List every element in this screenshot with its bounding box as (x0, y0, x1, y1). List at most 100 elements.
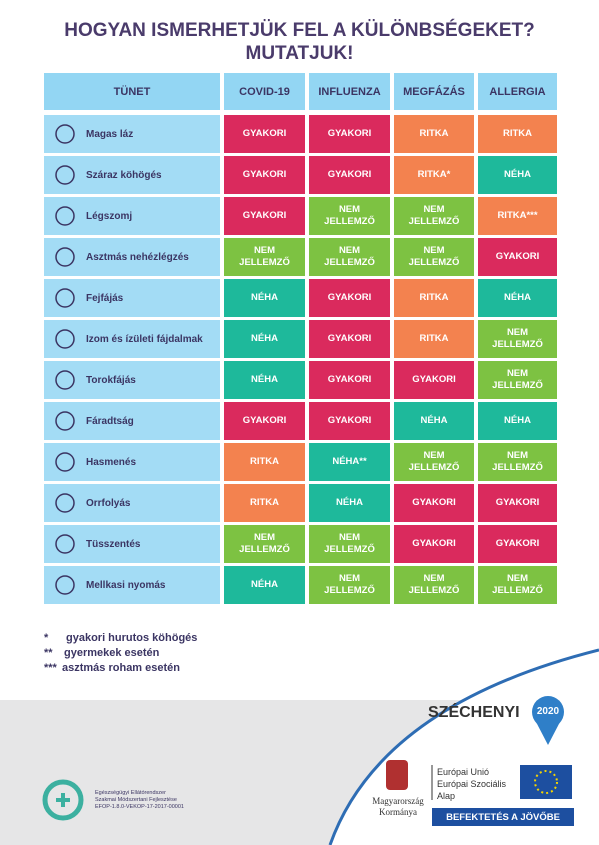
frequency-cell: NEM JELLEMZŐ (394, 238, 474, 276)
frequency-cell: GYAKORI (309, 279, 390, 317)
footnote-text: gyakori hurutos köhögés (66, 632, 198, 644)
symptom-icon (55, 206, 75, 226)
frequency-cell: NÉHA (478, 279, 557, 317)
frequency-cell: NÉHA (478, 156, 557, 194)
frequency-cell: GYAKORI (394, 525, 474, 563)
frequency-cell: GYAKORI (309, 115, 390, 153)
footnote-text: gyermekek esetén (64, 647, 160, 659)
symptom-label: Fáradtság (86, 415, 134, 427)
frequency-cell: GYAKORI (478, 484, 557, 522)
footnote-mark: *** (44, 662, 57, 674)
symptom-cell: Száraz köhögés (44, 156, 220, 194)
symptom-cell: Torokfájás (44, 361, 220, 399)
eu-line: Európai Szociális (437, 779, 507, 789)
frequency-cell: NEM JELLEMZŐ (224, 525, 305, 563)
symptom-icon (55, 329, 75, 349)
symptom-label: Tüsszentés (86, 538, 141, 550)
gov-text: Magyarország (372, 796, 424, 806)
slogan: BEFEKTETÉS A JÖVŐBE (446, 812, 560, 823)
frequency-cell: GYAKORI (224, 156, 305, 194)
project-name: Egészségügyi Ellátórendszer (95, 790, 166, 796)
symptom-label: Száraz köhögés (86, 169, 162, 181)
frequency-cell: GYAKORI (224, 115, 305, 153)
frequency-cell: NÉHA (394, 402, 474, 440)
symptom-label: Orrfolyás (86, 497, 131, 509)
gov-text: Kormánya (379, 807, 417, 817)
frequency-cell: NÉHA** (309, 443, 390, 481)
frequency-cell: GYAKORI (478, 525, 557, 563)
project-name: Szakmai Módszertani Fejlesztése (95, 797, 177, 803)
symptom-label: Asztmás nehézlégzés (86, 251, 189, 263)
frequency-cell: RITKA (394, 320, 474, 358)
symptom-cell: Asztmás nehézlégzés (44, 238, 220, 276)
eu-text: Európai Unió Európai Szociális Alap (437, 766, 506, 802)
frequency-cell: NÉHA (309, 484, 390, 522)
frequency-cell: NEM JELLEMZŐ (478, 443, 557, 481)
frequency-cell: NEM JELLEMZŐ (394, 443, 474, 481)
frequency-cell: NÉHA (224, 279, 305, 317)
frequency-cell: GYAKORI (224, 197, 305, 235)
frequency-cell: NEM JELLEMZŐ (309, 525, 390, 563)
symptom-icon (55, 534, 75, 554)
frequency-cell: GYAKORI (309, 402, 390, 440)
symptom-cell: Légszomj (44, 197, 220, 235)
symptom-label: Légszomj (86, 210, 133, 222)
symptom-icon (55, 575, 75, 595)
frequency-cell: NEM JELLEMZŐ (309, 566, 390, 604)
symptom-icon (55, 165, 75, 185)
frequency-cell: NEM JELLEMZŐ (478, 320, 557, 358)
symptom-icon (55, 370, 75, 390)
frequency-cell: GYAKORI (309, 320, 390, 358)
symptom-cell: Fáradtság (44, 402, 220, 440)
symptom-icon (55, 124, 75, 144)
frequency-cell: GYAKORI (224, 402, 305, 440)
column-header: COVID-19 (224, 73, 305, 110)
symptom-label: Mellkasi nyomás (86, 579, 166, 591)
symptom-cell: Tüsszentés (44, 525, 220, 563)
frequency-cell: NEM JELLEMZŐ (309, 238, 390, 276)
szechenyi: SZÉCHENYI (428, 704, 520, 721)
footnote-mark: ** (44, 647, 53, 659)
frequency-cell: GYAKORI (478, 238, 557, 276)
frequency-cell: GYAKORI (394, 484, 474, 522)
symptom-label: Izom és ízületi fájdalmak (86, 333, 203, 345)
footnote-mark: * (44, 632, 49, 644)
symptom-label: Hasmenés (86, 456, 137, 468)
frequency-cell: GYAKORI (394, 361, 474, 399)
frequency-cell: RITKA* (394, 156, 474, 194)
symptom-label: Magas láz (86, 128, 134, 140)
symptom-cell: Orrfolyás (44, 484, 220, 522)
symptom-label: Fejfájás (86, 292, 124, 304)
frequency-cell: NEM JELLEMZŐ (478, 566, 557, 604)
frequency-cell: NEM JELLEMZŐ (394, 197, 474, 235)
frequency-cell: RITKA (478, 115, 557, 153)
frequency-cell: NEM JELLEMZŐ (224, 238, 305, 276)
eu-line: Alap (437, 791, 456, 801)
symptom-icon (55, 411, 75, 431)
symptom-label: Torokfájás (86, 374, 136, 386)
frequency-cell: NEM JELLEMZŐ (309, 197, 390, 235)
title: MUTATJUK! (245, 43, 354, 64)
government: Magyarország Kormánya (360, 796, 436, 818)
frequency-cell: NÉHA (478, 402, 557, 440)
frequency-cell: RITKA (224, 484, 305, 522)
frequency-cell: NÉHA (224, 361, 305, 399)
eu-line: Európai Unió (437, 767, 490, 777)
column-header: TÜNET (44, 73, 220, 110)
frequency-cell: RITKA (394, 279, 474, 317)
frequency-cell: RITKA*** (478, 197, 557, 235)
column-header: ALLERGIA (478, 73, 557, 110)
column-header: INFLUENZA (309, 73, 390, 110)
project-code: EFOP-1.8.0-VEKOP-17-2017-00001 (95, 804, 184, 810)
frequency-cell: NÉHA (224, 566, 305, 604)
frequency-cell: RITKA (394, 115, 474, 153)
symptom-icon (55, 288, 75, 308)
symptom-cell: Mellkasi nyomás (44, 566, 220, 604)
symptom-icon (55, 493, 75, 513)
frequency-cell: NEM JELLEMZŐ (394, 566, 474, 604)
frequency-cell: GYAKORI (309, 156, 390, 194)
project-info: Egészségügyi Ellátórendszer Szakmai Móds… (95, 790, 184, 811)
footnote-text: asztmás roham esetén (62, 662, 180, 674)
